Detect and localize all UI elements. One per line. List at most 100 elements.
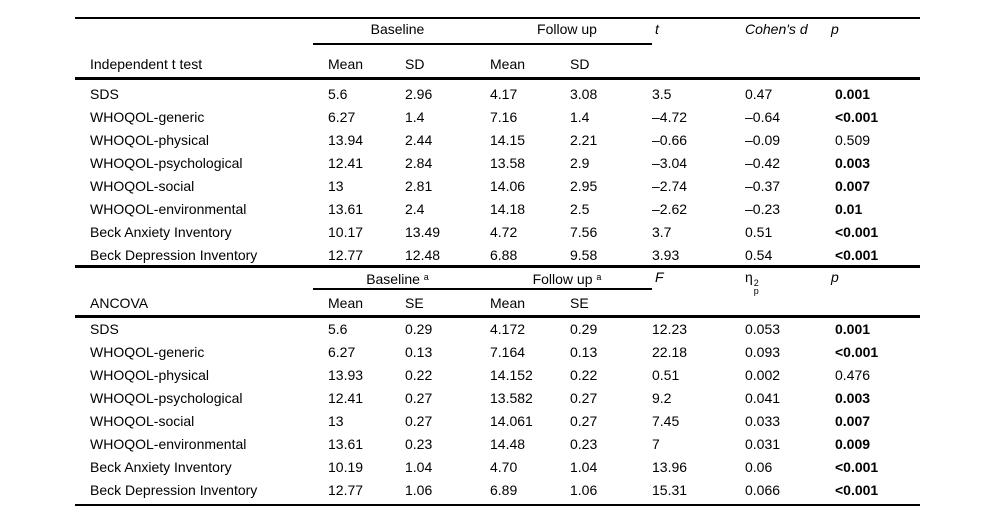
followup-mean: 6.88: [490, 246, 518, 263]
baseline-mean-header: Mean: [328, 56, 364, 72]
section1-header-rule: [75, 77, 920, 80]
table-row: WHOQOL-generic 6.27 1.4 7.16 1.4 –4.72 –…: [75, 105, 920, 128]
p-column-header: p: [831, 21, 839, 37]
table-row: WHOQOL-psychological 12.41 2.84 13.58 2.…: [75, 151, 920, 174]
p-value: 0.001: [835, 85, 871, 102]
f-value: 0.51: [652, 366, 680, 383]
followup-se: 1.06: [570, 481, 598, 498]
row-label: WHOQOL-environmental: [90, 200, 247, 217]
baseline-sd: 13.49: [405, 223, 441, 240]
section2-body: SDS 5.6 0.29 4.172 0.29 12.23 0.053 0.00…: [75, 317, 920, 501]
section1-subheader-row: Independent t test Mean SD Mean SD: [75, 53, 920, 75]
f-value: 12.23: [652, 320, 688, 337]
p-value: 0.007: [835, 412, 871, 429]
section2-subheader-row: ANCOVA Mean SE Mean SE: [75, 292, 920, 314]
row-label: Beck Depression Inventory: [90, 246, 258, 263]
followup-mean: 6.89: [490, 481, 518, 498]
followup-mean: 14.06: [490, 177, 526, 194]
t-value: –0.66: [652, 131, 688, 148]
cohens-d-value: –0.37: [745, 177, 781, 194]
cohens-d-column-header: Cohen's d: [745, 21, 808, 37]
baseline-mean: 13.61: [328, 200, 364, 217]
baseline-mean: 13.61: [328, 435, 364, 452]
followup-sd: 7.56: [570, 223, 598, 240]
baseline-sd: 2.44: [405, 131, 433, 148]
f-value: 7.45: [652, 412, 680, 429]
p-value: <0.001: [835, 458, 879, 475]
followup-se: 0.22: [570, 366, 598, 383]
followup-se: 0.27: [570, 412, 598, 429]
baseline-mean-header: Mean: [328, 295, 364, 311]
baseline-mean: 13: [328, 412, 344, 429]
followup-mean: 14.15: [490, 131, 526, 148]
table-bottom-rule: [75, 504, 920, 506]
eta-subscript: p: [753, 286, 759, 296]
row-label: WHOQOL-generic: [90, 108, 205, 125]
followup-mean: 14.18: [490, 200, 526, 217]
t-value: –2.62: [652, 200, 688, 217]
p-column-header: p: [831, 269, 839, 285]
section1-body: SDS 5.6 2.96 4.17 3.08 3.5 0.47 0.001 WH…: [75, 82, 920, 266]
followup-sd: 2.5: [570, 200, 590, 217]
t-value: 3.93: [652, 246, 680, 263]
baseline-mean: 13.93: [328, 366, 364, 383]
baseline-label: Baseline: [366, 271, 420, 287]
section2-header-rule: [75, 315, 920, 318]
followup-sd-header: SD: [570, 56, 590, 72]
row-label: Beck Anxiety Inventory: [90, 458, 232, 475]
baseline-mean: 5.6: [328, 320, 348, 337]
table-row: WHOQOL-environmental 13.61 0.23 14.48 0.…: [75, 432, 920, 455]
table-row: WHOQOL-physical 13.93 0.22 14.152 0.22 0…: [75, 363, 920, 386]
cohens-d-value: 0.54: [745, 246, 773, 263]
row-label: WHOQOL-physical: [90, 131, 210, 148]
followup-mean: 13.582: [490, 389, 533, 406]
followup-mean: 4.70: [490, 458, 518, 475]
followup-mean: 14.061: [490, 412, 533, 429]
baseline-adjusted-group-header: Baseline a: [313, 269, 482, 287]
row-label: SDS: [90, 320, 119, 337]
baseline-mean: 6.27: [328, 343, 356, 360]
baseline-sd: 2.4: [405, 200, 425, 217]
section1-title: Independent t test: [90, 56, 203, 72]
eta-superscript: 2: [753, 278, 759, 288]
f-value: 9.2: [652, 389, 672, 406]
table-row: WHOQOL-generic 6.27 0.13 7.164 0.13 22.1…: [75, 340, 920, 363]
followup-se: 0.29: [570, 320, 598, 337]
baseline-se: 0.13: [405, 343, 433, 360]
followup-sd: 2.95: [570, 177, 598, 194]
p-value: 0.476: [835, 366, 871, 383]
t-value: –2.74: [652, 177, 688, 194]
f-value: 13.96: [652, 458, 688, 475]
table-row: WHOQOL-social 13 0.27 14.061 0.27 7.45 0…: [75, 409, 920, 432]
section1-spanner-rule: [313, 43, 652, 45]
baseline-group-header: Baseline: [370, 21, 425, 37]
baseline-se: 1.06: [405, 481, 433, 498]
row-label: WHOQOL-social: [90, 177, 195, 194]
cohens-d-value: 0.51: [745, 223, 773, 240]
baseline-sd: 2.81: [405, 177, 433, 194]
baseline-se-header: SE: [405, 295, 424, 311]
followup-se: 0.13: [570, 343, 598, 360]
baseline-se: 0.27: [405, 412, 433, 429]
p-value: <0.001: [835, 246, 879, 263]
followup-sd: 1.4: [570, 108, 590, 125]
followup-mean: 4.172: [490, 320, 526, 337]
baseline-mean: 5.6: [328, 85, 348, 102]
table-row: WHOQOL-social 13 2.81 14.06 2.95 –2.74 –…: [75, 174, 920, 197]
section2-title: ANCOVA: [90, 295, 149, 311]
row-label: Beck Anxiety Inventory: [90, 223, 232, 240]
followup-mean: 13.58: [490, 154, 526, 171]
table-row: Beck Depression Inventory 12.77 12.48 6.…: [75, 243, 920, 266]
f-value: 7: [652, 435, 660, 452]
eta-squared-value: 0.033: [745, 412, 781, 429]
row-label: WHOQOL-social: [90, 412, 195, 429]
followup-mean-header: Mean: [490, 295, 526, 311]
baseline-mean: 12.77: [328, 246, 364, 263]
row-label: WHOQOL-psychological: [90, 389, 243, 406]
baseline-mean: 12.77: [328, 481, 364, 498]
baseline-se: 0.27: [405, 389, 433, 406]
followup-mean-header: Mean: [490, 56, 526, 72]
followup-mean: 4.72: [490, 223, 518, 240]
